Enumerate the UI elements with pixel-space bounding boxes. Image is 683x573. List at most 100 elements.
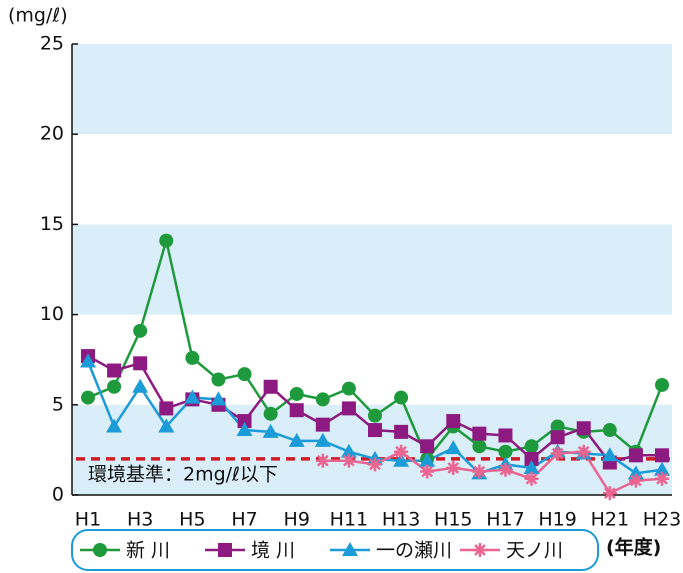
marker: [550, 419, 565, 434]
y-tick-label: 0: [52, 484, 64, 506]
marker: [550, 446, 565, 461]
marker: [394, 444, 409, 459]
y-unit: (mg/ℓ): [8, 5, 68, 27]
marker: [446, 414, 461, 429]
marker: [368, 423, 382, 438]
marker: [602, 423, 617, 438]
marker: [394, 390, 409, 405]
marker: [106, 418, 123, 433]
marker: [341, 453, 356, 468]
marker: [524, 451, 539, 466]
marker: [107, 379, 122, 394]
marker: [446, 460, 461, 475]
marker: [210, 391, 227, 406]
marker: [498, 462, 513, 477]
marker: [498, 428, 513, 443]
x-tick-label: H13: [382, 509, 420, 531]
legend-marker: [218, 543, 232, 557]
marker: [472, 439, 487, 454]
marker: [315, 453, 330, 468]
x-tick-label: H17: [486, 509, 524, 531]
marker: [184, 389, 201, 404]
legend-label: 境 川: [251, 540, 295, 562]
x-tick-label: H11: [330, 509, 368, 531]
marker: [80, 353, 96, 368]
x-tick-label: H1: [75, 509, 101, 531]
marker: [81, 390, 95, 405]
marker: [498, 444, 513, 459]
marker: [523, 459, 540, 474]
marker: [340, 443, 357, 458]
y-tick-label: 25: [40, 33, 64, 55]
marker: [601, 447, 618, 462]
marker: [393, 452, 410, 467]
marker: [655, 377, 669, 392]
marker: [576, 421, 591, 436]
marker: [524, 471, 539, 486]
marker: [289, 386, 304, 401]
x-tick-label: H5: [179, 509, 205, 531]
marker: [314, 432, 331, 447]
marker: [341, 381, 356, 396]
x-tick-label: H7: [231, 509, 257, 531]
marker: [132, 378, 149, 393]
marker: [159, 233, 174, 248]
marker: [185, 350, 200, 365]
x-tick-label: H15: [434, 509, 472, 531]
marker: [472, 464, 487, 479]
marker: [262, 423, 279, 438]
x-tick-label: H23: [643, 509, 681, 531]
y-tick-label: 20: [40, 123, 64, 145]
marker: [368, 408, 382, 423]
marker: [420, 464, 435, 479]
marker: [602, 486, 617, 501]
legend-marker: [342, 542, 358, 556]
marker: [236, 422, 253, 437]
x-tick-label: H9: [284, 509, 310, 531]
legend-marker: [473, 543, 487, 557]
marker: [107, 363, 122, 378]
legend-label: 天ノ川: [506, 540, 563, 562]
legend-label: 一の瀬川: [376, 540, 452, 562]
x-tick-label: H21: [591, 509, 629, 531]
marker: [576, 444, 591, 459]
marker: [315, 392, 330, 407]
marker: [211, 372, 226, 387]
marker: [158, 418, 175, 433]
marker: [289, 403, 304, 418]
marker: [133, 356, 148, 371]
marker: [237, 414, 252, 429]
marker: [550, 430, 565, 445]
marker: [133, 323, 148, 338]
marker: [159, 401, 174, 416]
marker: [524, 439, 539, 454]
marker: [655, 471, 669, 486]
standard-label: 環境基準：2mg/ℓ以下: [88, 463, 278, 485]
legend-marker: [93, 543, 107, 557]
marker: [654, 461, 670, 476]
marker: [420, 439, 435, 454]
x-tick-label: H19: [538, 509, 576, 531]
marker: [315, 417, 330, 432]
marker: [263, 379, 278, 394]
marker: [288, 432, 305, 447]
marker: [368, 457, 382, 472]
marker: [237, 367, 252, 382]
marker: [341, 401, 356, 416]
marker: [445, 440, 462, 455]
marker: [628, 448, 643, 463]
marker: [655, 448, 669, 463]
x-tick-label: H3: [127, 509, 153, 531]
y-tick-label: 15: [40, 213, 64, 235]
y-tick-label: 5: [52, 393, 64, 415]
band: [72, 44, 672, 135]
legend-label: 新 川: [126, 540, 170, 562]
marker: [419, 452, 436, 467]
y-tick-label: 10: [40, 303, 64, 325]
x-unit: (年度): [606, 536, 661, 559]
marker: [472, 426, 487, 441]
marker: [394, 424, 409, 439]
marker: [628, 473, 643, 488]
marker: [263, 406, 278, 421]
